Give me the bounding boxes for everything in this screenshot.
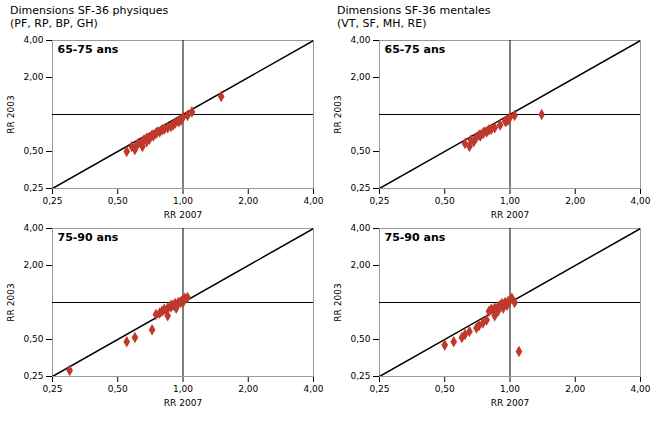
svg-text:2,00: 2,00	[350, 260, 370, 270]
svg-text:65-75 ans: 65-75 ans	[58, 43, 119, 56]
svg-text:4,00: 4,00	[630, 384, 650, 394]
svg-text:0,25: 0,25	[350, 371, 370, 381]
svg-text:0,50: 0,50	[350, 334, 370, 344]
svg-text:65-75 ans: 65-75 ans	[385, 43, 446, 56]
svg-text:2,00: 2,00	[565, 384, 585, 394]
svg-text:0,50: 0,50	[350, 146, 370, 156]
svg-text:4,00: 4,00	[350, 35, 370, 45]
svg-text:1,00: 1,00	[173, 384, 193, 394]
svg-text:RR 2007: RR 2007	[164, 210, 202, 220]
svg-text:4,00: 4,00	[23, 35, 43, 45]
svg-text:0,25: 0,25	[23, 371, 43, 381]
svg-text:2,00: 2,00	[238, 196, 258, 206]
svg-text:RR 2003: RR 2003	[6, 95, 16, 133]
svg-text:RR 2007: RR 2007	[491, 210, 529, 220]
svg-text:0,50: 0,50	[435, 384, 455, 394]
svg-text:75-90 ans: 75-90 ans	[58, 231, 119, 244]
svg-text:2,00: 2,00	[350, 72, 370, 82]
svg-text:RR 2007: RR 2007	[491, 398, 529, 408]
svg-text:0,25: 0,25	[42, 384, 62, 394]
svg-text:RR 2003: RR 2003	[333, 95, 343, 133]
svg-text:4,00: 4,00	[303, 196, 323, 206]
svg-text:1,00: 1,00	[500, 196, 520, 206]
html-text:Dimensions SF-36 physiques (PF: Dimensions SF-36 physiques (PF, RP, BP, …	[10, 4, 169, 30]
svg-text:0,25: 0,25	[42, 196, 62, 206]
svg-text:4,00: 4,00	[630, 196, 650, 206]
svg-text:0,50: 0,50	[108, 384, 128, 394]
svg-text:RR 2003: RR 2003	[6, 283, 16, 321]
svg-text:0,50: 0,50	[435, 196, 455, 206]
svg-text:RR 2003: RR 2003	[333, 283, 343, 321]
svg-text:RR 2007: RR 2007	[164, 398, 202, 408]
svg-text:0,25: 0,25	[23, 183, 43, 193]
svg-text:0,25: 0,25	[369, 196, 389, 206]
svg-text:4,00: 4,00	[23, 223, 43, 233]
svg-text:2,00: 2,00	[23, 260, 43, 270]
svg-text:0,25: 0,25	[350, 183, 370, 193]
svg-text:4,00: 4,00	[350, 223, 370, 233]
svg-text:2,00: 2,00	[565, 196, 585, 206]
svg-text:1,00: 1,00	[500, 384, 520, 394]
svg-text:2,00: 2,00	[238, 384, 258, 394]
svg-text:0,25: 0,25	[369, 384, 389, 394]
html-text:Dimensions SF-36 mentales (VT,: Dimensions SF-36 mentales (VT, SF, MH, R…	[337, 4, 491, 30]
svg-text:75-90 ans: 75-90 ans	[385, 231, 446, 244]
svg-text:2,00: 2,00	[23, 72, 43, 82]
svg-text:1,00: 1,00	[173, 196, 193, 206]
svg-text:0,50: 0,50	[23, 146, 43, 156]
svg-text:4,00: 4,00	[303, 384, 323, 394]
svg-text:0,50: 0,50	[108, 196, 128, 206]
svg-text:0,50: 0,50	[23, 334, 43, 344]
